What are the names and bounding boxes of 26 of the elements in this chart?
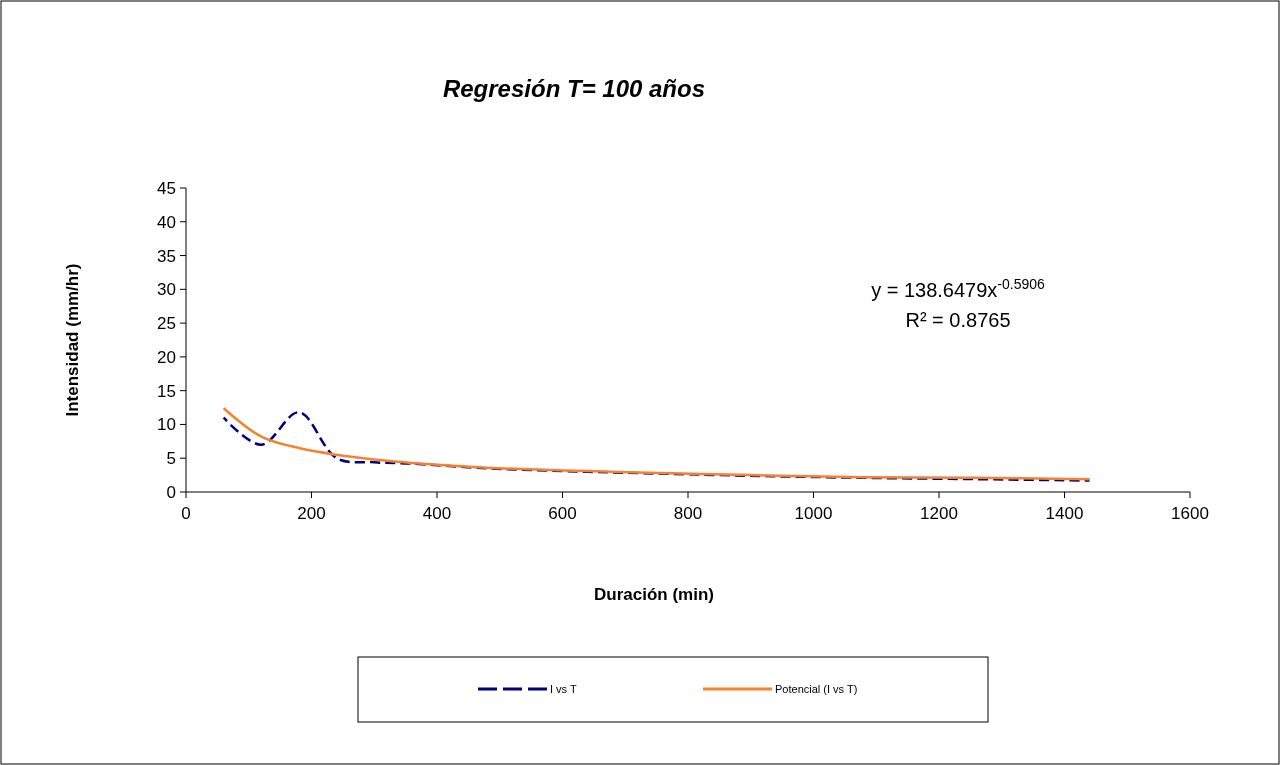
x-tick-label: 1600 bbox=[1171, 504, 1209, 523]
y-tick-label: 35 bbox=[157, 246, 176, 266]
x-tick-label: 1000 bbox=[794, 504, 833, 523]
annotation: y = 138.6479x$^{-0.5906}$ bbox=[871, 276, 1046, 301]
x-tick-label: 200 bbox=[297, 504, 326, 523]
y-tick-label: 10 bbox=[157, 415, 176, 435]
y-tick-label: 15 bbox=[157, 381, 176, 401]
y-tick-label: 30 bbox=[157, 280, 176, 300]
legend-label: Potencial (I vs T) bbox=[775, 683, 858, 695]
y-tick-label: 0 bbox=[166, 483, 176, 502]
x-tick-label: 1400 bbox=[1045, 504, 1084, 523]
x-tick-label: 600 bbox=[548, 504, 577, 523]
y-tick-label: 25 bbox=[157, 314, 176, 334]
x-tick-label: 800 bbox=[673, 504, 703, 523]
legend-label: I vs T bbox=[550, 683, 577, 695]
chart-title: Regresión T= 100 años bbox=[442, 75, 706, 102]
x-axis-title: Duración (min) bbox=[594, 585, 714, 604]
y-tick-label: 20 bbox=[157, 347, 176, 367]
x-tick-label: 0 bbox=[181, 504, 191, 523]
x-tick-label: 1200 bbox=[920, 504, 958, 523]
x-tick-label: 400 bbox=[422, 504, 452, 523]
annotation: R² = 0.8765 bbox=[905, 309, 1011, 331]
y-axis-title: Intensidad (mm/hr) bbox=[63, 263, 82, 417]
y-tick-label: 5 bbox=[166, 449, 176, 469]
y-tick-label: 40 bbox=[157, 212, 176, 232]
y-tick-label: 45 bbox=[157, 179, 176, 198]
